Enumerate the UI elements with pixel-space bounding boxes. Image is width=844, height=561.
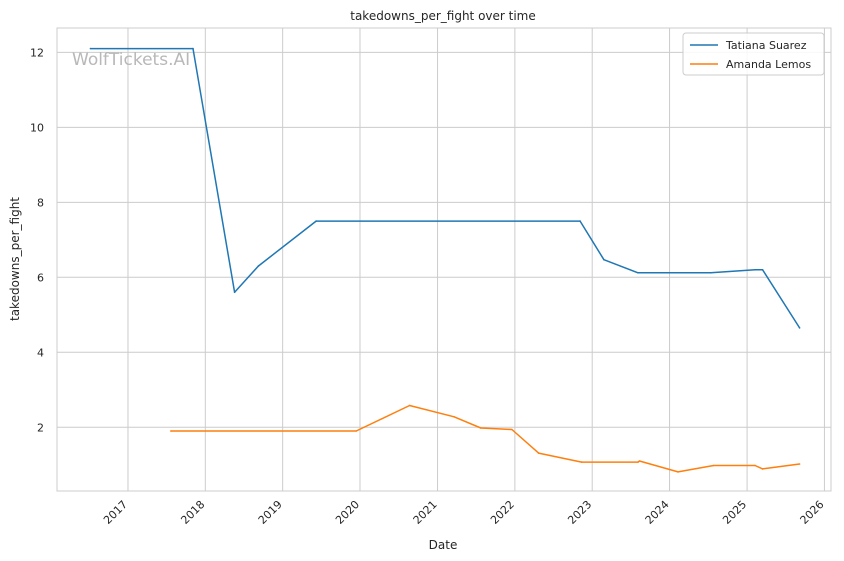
data-point-tatiana-suarez: [761, 269, 764, 271]
x-axis-ticks: 2017 2018 2019 2020 2021 2022 2023 2024 2025 2026: [101, 498, 826, 527]
data-point-amanda-lemos: [637, 461, 639, 463]
data-point-tatiana-suarez: [754, 269, 756, 271]
legend-frame: [682, 32, 825, 76]
data-point-amanda-lemos: [761, 468, 764, 470]
x-tick-label: 2025: [720, 498, 749, 527]
data-point-amanda-lemos: [453, 416, 455, 418]
data-point-amanda-lemos: [511, 428, 513, 431]
y-tick-label: 2: [37, 421, 44, 434]
plot-area: [56, 27, 832, 492]
series-layer: [89, 47, 801, 473]
legend: Tatiana Suarez Amanda Lemos: [682, 32, 825, 76]
data-point-amanda-lemos: [480, 427, 482, 429]
data-point-tatiana-suarez: [637, 272, 639, 274]
chart-title: takedowns_per_fight over time: [350, 9, 536, 23]
data-point-amanda-lemos: [170, 430, 172, 432]
legend-label-amanda-lemos: Amanda Lemos: [726, 58, 811, 71]
data-point-tatiana-suarez: [89, 47, 92, 50]
data-point-amanda-lemos: [580, 461, 583, 463]
y-tick-label: 12: [30, 46, 44, 59]
data-point-amanda-lemos: [712, 464, 715, 467]
x-tick-label: 2024: [643, 498, 672, 527]
x-tick-label: 2017: [101, 498, 130, 527]
data-point-tatiana-suarez: [709, 272, 712, 274]
x-axis-label: Date: [429, 538, 458, 552]
data-point-tatiana-suarez: [798, 327, 801, 329]
data-point-tatiana-suarez: [233, 291, 236, 294]
data-point-amanda-lemos: [355, 430, 358, 432]
grid: [57, 28, 831, 491]
y-axis-label: takedowns_per_fight: [8, 197, 22, 321]
y-axis-ticks: 2 4 6 8 10 12: [30, 46, 44, 434]
y-tick-label: 8: [37, 196, 44, 209]
x-tick-label: 2026: [798, 498, 827, 527]
legend-label-tatiana-suarez: Tatiana Suarez: [725, 39, 807, 52]
data-point-tatiana-suarez: [603, 258, 605, 261]
y-tick-label: 10: [30, 121, 44, 134]
data-point-tatiana-suarez: [315, 220, 317, 222]
data-point-amanda-lemos: [408, 404, 411, 407]
data-point-amanda-lemos: [677, 471, 679, 473]
y-tick-label: 6: [37, 271, 44, 284]
data-point-amanda-lemos: [798, 463, 801, 465]
y-tick-label: 4: [37, 346, 44, 359]
data-point-tatiana-suarez: [192, 47, 194, 50]
series-line-tatiana-suarez: [90, 47, 801, 329]
data-point-tatiana-suarez: [257, 265, 260, 267]
x-tick-label: 2022: [488, 498, 517, 527]
watermark: WolfTickets.AI: [72, 50, 190, 70]
x-tick-label: 2020: [333, 498, 362, 527]
x-tick-label: 2019: [256, 498, 285, 527]
x-tick-label: 2023: [565, 498, 594, 527]
data-point-amanda-lemos: [754, 464, 756, 467]
data-point-amanda-lemos: [537, 452, 540, 454]
data-point-tatiana-suarez: [579, 220, 581, 222]
x-tick-label: 2018: [178, 498, 207, 527]
x-tick-label: 2021: [411, 498, 440, 527]
data-point-amanda-lemos: [638, 460, 641, 462]
